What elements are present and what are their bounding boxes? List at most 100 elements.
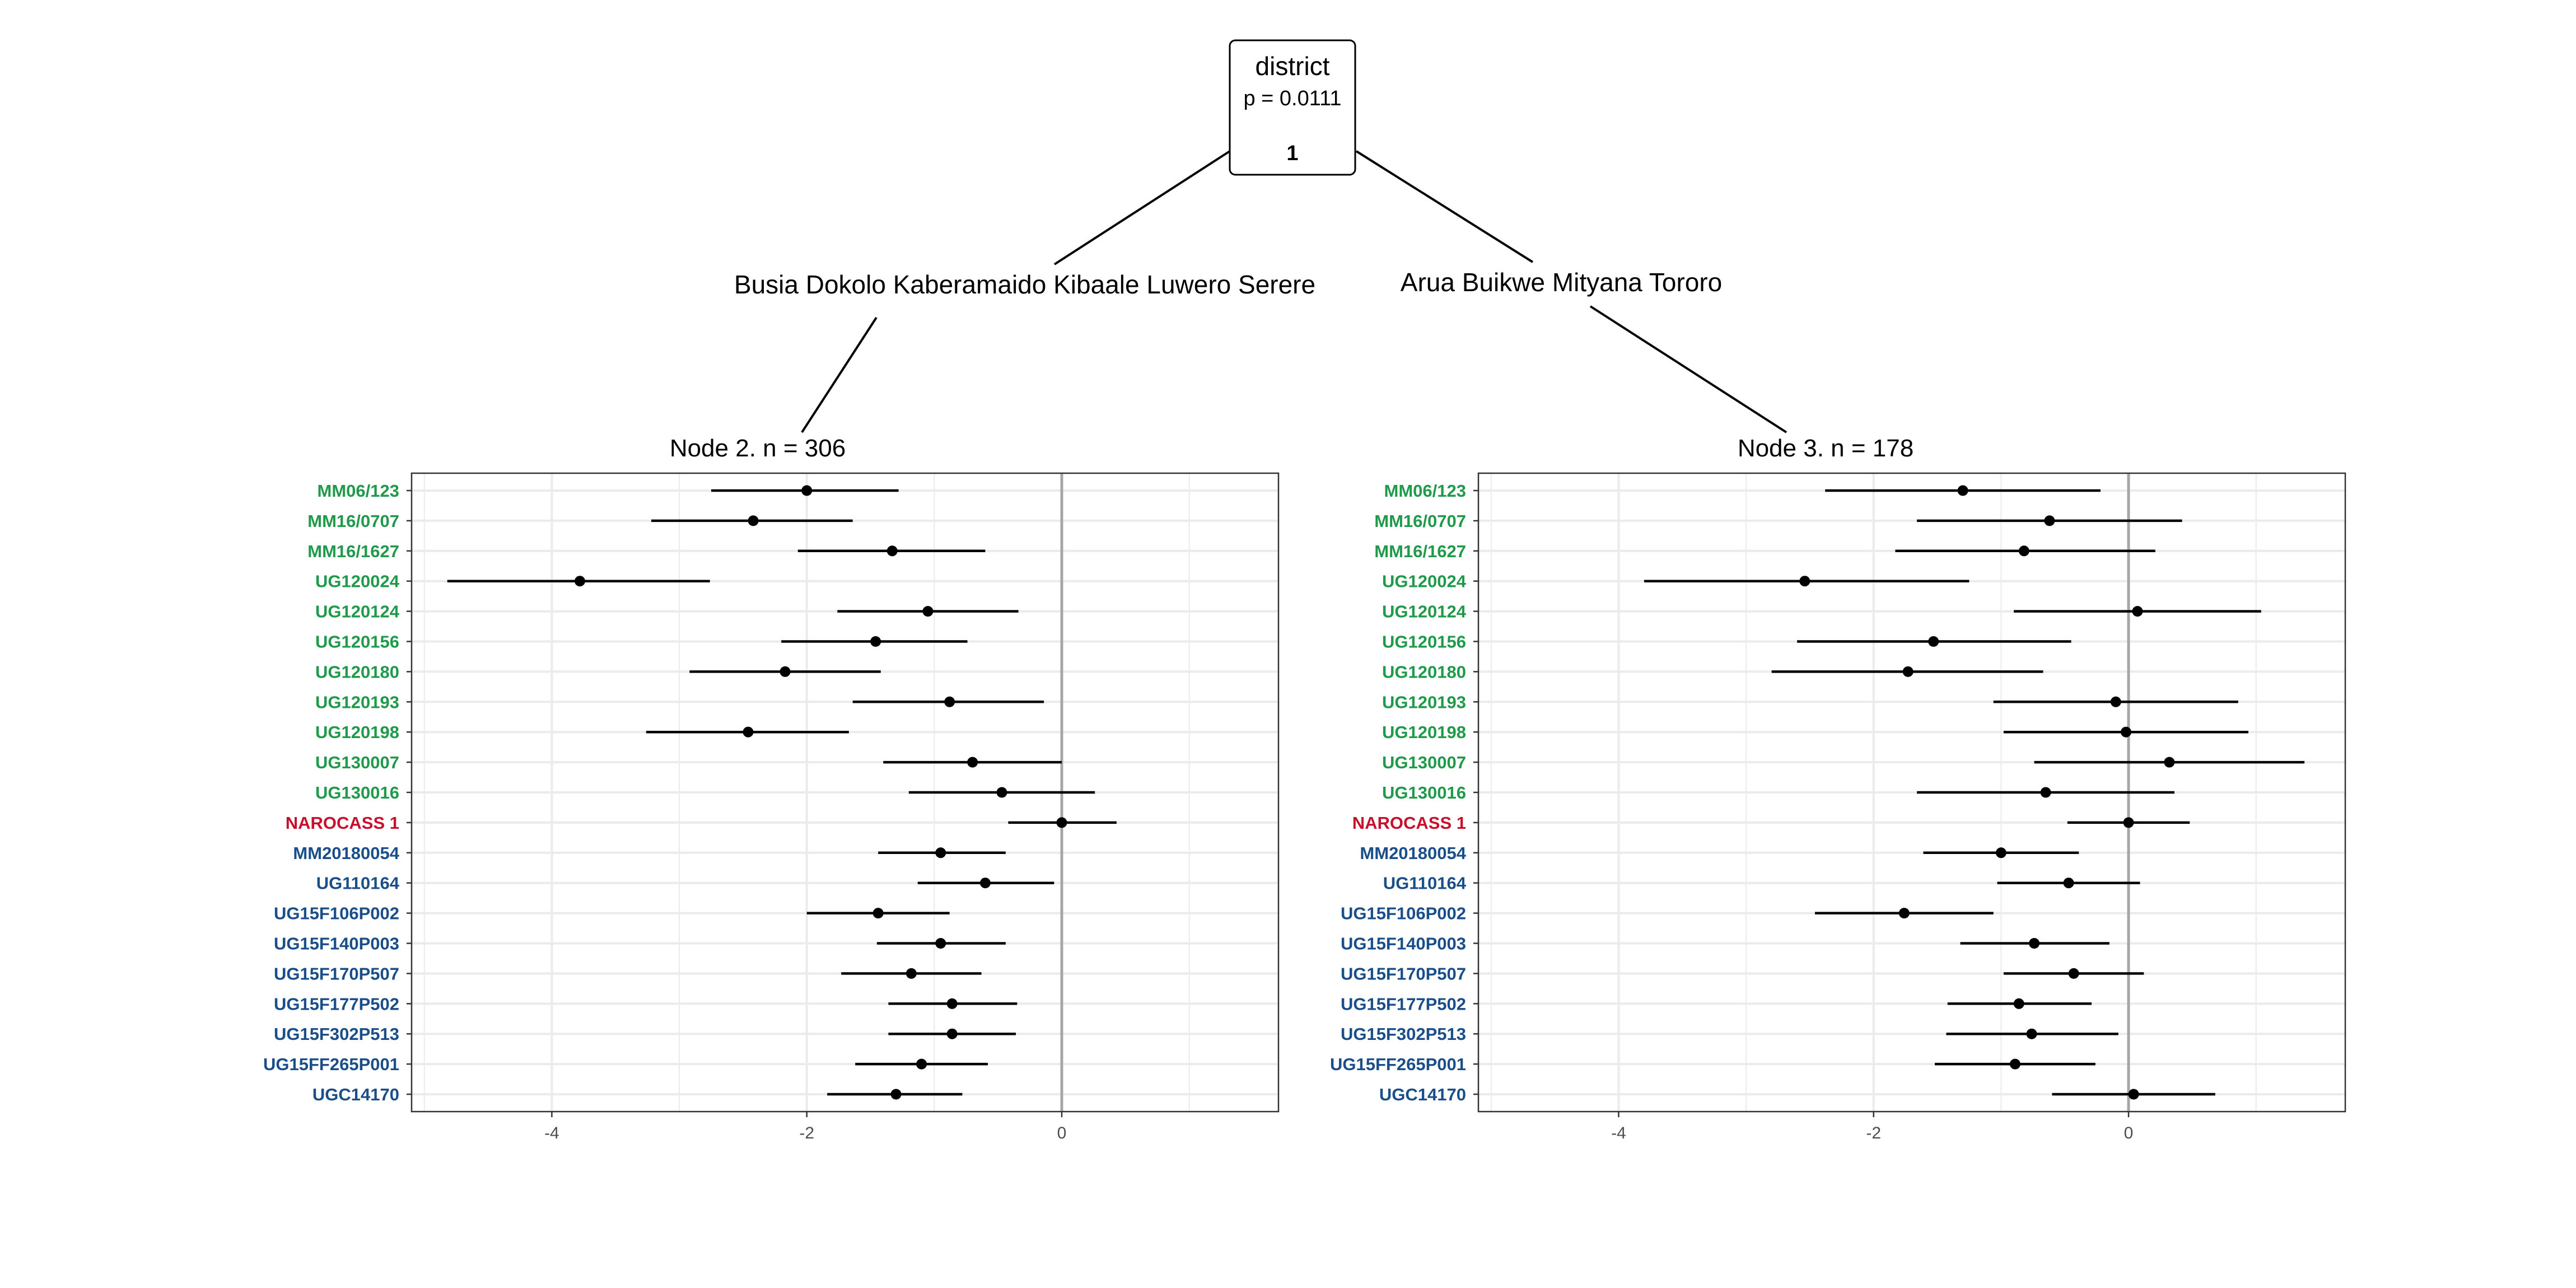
y-tick-label: UG15F140P003 bbox=[1341, 934, 1466, 954]
y-tick-label: UG15F302P513 bbox=[1341, 1024, 1466, 1044]
y-tick-label: MM20180054 bbox=[1360, 843, 1466, 863]
x-tick-label: -4 bbox=[544, 1124, 559, 1142]
estimate-point bbox=[870, 636, 881, 647]
estimate-point bbox=[2013, 998, 2024, 1009]
y-tick-label: MM16/0707 bbox=[1374, 511, 1466, 531]
estimate-point bbox=[748, 515, 759, 526]
x-tick-label: -2 bbox=[799, 1124, 814, 1142]
estimate-point bbox=[2018, 545, 2029, 557]
panel-title-node-3: Node 3. n = 178 bbox=[1738, 435, 1914, 462]
y-tick-label: UG15F140P003 bbox=[274, 934, 399, 954]
estimate-point bbox=[1995, 847, 2006, 858]
estimate-point bbox=[2026, 1028, 2037, 1039]
estimate-point bbox=[743, 726, 754, 738]
y-tick-label: UG15F177P502 bbox=[274, 994, 399, 1014]
estimate-point bbox=[944, 696, 955, 707]
y-tick-label: MM06/123 bbox=[1384, 481, 1466, 501]
edge-root-right-lower bbox=[1589, 305, 1788, 433]
y-tick-label: NAROCASS 1 bbox=[1352, 813, 1466, 833]
estimate-point bbox=[890, 1089, 902, 1100]
estimate-point bbox=[906, 968, 917, 979]
forest-panel-node-3: MM06/123 MM16/0707 MM16/1627 UG120024 UG1201… bbox=[1330, 472, 2346, 1142]
estimate-point bbox=[979, 878, 991, 889]
estimate-point bbox=[946, 1028, 958, 1039]
y-tick-label: UG120180 bbox=[1382, 662, 1466, 682]
estimate-point bbox=[886, 545, 898, 557]
estimate-point bbox=[2123, 817, 2134, 828]
y-tick-label: UG120198 bbox=[1382, 722, 1466, 742]
estimate-point bbox=[922, 606, 934, 617]
y-tick-label: UG120193 bbox=[1382, 692, 1466, 712]
y-tick-label: UG15F170P507 bbox=[1341, 964, 1466, 983]
y-tick-label: UG120180 bbox=[315, 662, 399, 682]
y-tick-label: UG15FF265P001 bbox=[1330, 1054, 1466, 1074]
root-node-pvalue: p = 0.0111 bbox=[1243, 87, 1341, 110]
estimate-point bbox=[2063, 878, 2074, 889]
y-tick-label: MM16/1627 bbox=[307, 542, 399, 561]
y-tick-label: UG15F106P002 bbox=[1341, 904, 1466, 923]
y-tick-label: UG15F302P513 bbox=[274, 1024, 399, 1044]
y-tick-label: UG130016 bbox=[315, 783, 399, 802]
estimate-point bbox=[574, 576, 585, 587]
estimate-point bbox=[946, 998, 958, 1009]
root-node: district p = 0.0111 1 bbox=[1229, 39, 1356, 176]
estimate-point bbox=[1898, 908, 1910, 919]
estimate-point bbox=[2009, 1058, 2020, 1070]
y-tick-label: UG15F106P002 bbox=[274, 904, 399, 923]
estimate-point bbox=[935, 938, 946, 949]
estimate-point bbox=[2040, 787, 2051, 798]
estimate-point bbox=[2110, 696, 2121, 707]
y-tick-label: UG130007 bbox=[315, 753, 399, 772]
y-tick-label: MM16/1627 bbox=[1374, 542, 1466, 561]
estimate-point bbox=[996, 787, 1007, 798]
y-tick-label: UG15F170P507 bbox=[274, 964, 399, 983]
estimate-point bbox=[780, 666, 791, 677]
y-tick-label: UG15FF265P001 bbox=[263, 1054, 399, 1074]
edge-root-right-upper bbox=[1355, 150, 1534, 263]
estimate-point bbox=[2120, 726, 2131, 738]
y-tick-label: UG120124 bbox=[1382, 602, 1467, 622]
estimate-point bbox=[935, 847, 946, 858]
estimate-point bbox=[872, 908, 884, 919]
root-node-id: 1 bbox=[1286, 142, 1298, 165]
estimate-point bbox=[2044, 515, 2055, 526]
y-tick-label: UG15F177P502 bbox=[1341, 994, 1466, 1014]
estimate-point bbox=[801, 485, 813, 496]
forest-panel-node-2: MM06/123 MM16/0707 MM16/1627 UG120024 UG1201… bbox=[263, 472, 1280, 1142]
estimate-point bbox=[1928, 636, 1939, 647]
y-tick-label: UG120156 bbox=[1382, 632, 1466, 652]
estimate-point bbox=[1902, 666, 1914, 677]
estimate-point bbox=[2029, 938, 2040, 949]
x-tick-label: -4 bbox=[1611, 1124, 1626, 1142]
x-tick-label: 0 bbox=[1057, 1124, 1067, 1142]
y-tick-label: MM06/123 bbox=[318, 481, 399, 501]
y-tick-label: UG110164 bbox=[1383, 874, 1467, 893]
y-tick-label: UG130016 bbox=[1382, 783, 1466, 802]
y-tick-label: UG120156 bbox=[315, 632, 399, 652]
estimate-point bbox=[1957, 485, 1968, 496]
y-tick-label: UG120193 bbox=[315, 692, 399, 712]
panel-title-node-2: Node 2. n = 306 bbox=[670, 435, 846, 462]
estimate-point bbox=[967, 757, 978, 768]
edge-label-right: Arua Buikwe Mityana Tororo bbox=[1401, 268, 1722, 297]
x-tick-label: 0 bbox=[2124, 1124, 2134, 1142]
root-node-variable: district bbox=[1256, 52, 1330, 81]
estimate-point bbox=[2128, 1089, 2139, 1100]
y-tick-label: UG120198 bbox=[315, 722, 399, 742]
y-tick-label: UGC14170 bbox=[1379, 1085, 1466, 1104]
y-tick-label: UG120124 bbox=[315, 602, 400, 622]
estimate-point bbox=[2132, 606, 2143, 617]
estimate-point bbox=[2164, 757, 2175, 768]
y-tick-label: UG120024 bbox=[1382, 572, 1467, 591]
estimate-point bbox=[2068, 968, 2079, 979]
y-tick-label: UG120024 bbox=[315, 572, 400, 591]
y-tick-label: MM20180054 bbox=[293, 843, 399, 863]
y-tick-label: UG130007 bbox=[1382, 753, 1466, 772]
estimate-point bbox=[916, 1058, 927, 1070]
edge-root-left-lower bbox=[801, 316, 878, 433]
y-tick-label: UGC14170 bbox=[312, 1085, 399, 1104]
edge-label-left: Busia Dokolo Kaberamaido Kibaale Luwero … bbox=[734, 270, 1315, 299]
edge-root-left-upper bbox=[1053, 150, 1231, 265]
